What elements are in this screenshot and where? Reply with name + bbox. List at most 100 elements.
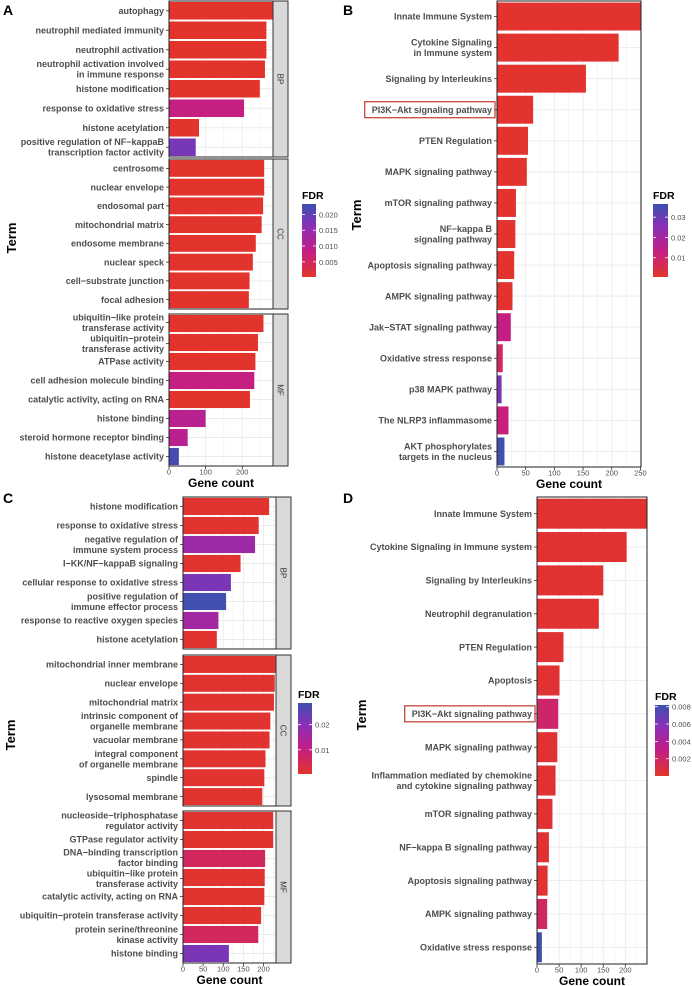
x-tick-label: 100: [217, 965, 230, 974]
term-label: Neutrophil degranulation: [425, 609, 532, 619]
term-label-group: neutrophil mediated immunity: [35, 25, 169, 35]
term-label-group: PTEN Regulation: [459, 642, 537, 652]
term-label-line: Cytokine Signaling: [411, 38, 492, 48]
term-label-group: AMPK signaling pathway: [385, 291, 497, 301]
term-label-line: Signaling by Interleukins: [425, 576, 532, 586]
term-label-line: I−KK/NF−kappaB signaling: [63, 559, 178, 569]
term-label-group: Oxidative stress response: [380, 353, 497, 363]
term-label-line: Jak−STAT signaling pathway: [369, 322, 492, 332]
term-label: histone acetylation: [96, 635, 178, 645]
x-axis-title: Gene count: [559, 974, 625, 986]
facet-strip: [275, 810, 292, 964]
bar: [537, 498, 647, 529]
term-label: MAPK signaling pathway: [385, 167, 492, 177]
term-label-line: in immune response: [76, 70, 164, 80]
term-label-group: integral component of organelle membrane: [79, 749, 183, 770]
term-label-line: The NLRP3 inflammasome: [378, 416, 492, 426]
term-label: Signaling by Interleukins: [385, 74, 492, 84]
legend-tick-label: 0.010: [319, 242, 338, 251]
fdr-legend: FDR 0.002 0.004 0.006 0.008: [655, 691, 691, 776]
term-label: mitochondrial matrix: [89, 697, 178, 707]
term-label: Cytokine Signaling in Immune system: [411, 38, 492, 59]
bar: [497, 406, 509, 435]
bar: [183, 573, 231, 592]
term-label-line: response to oxidative stress: [56, 521, 178, 531]
bar: [169, 60, 265, 79]
facet-strip-label: CC: [276, 228, 285, 240]
x-tick-label: 0: [535, 966, 539, 975]
bar: [537, 865, 548, 896]
term-label-line: Signaling by Interleukins: [385, 74, 492, 84]
legend-tick-label: 0.006: [672, 720, 691, 729]
bar: [497, 282, 513, 311]
x-tick-label: 0: [181, 965, 185, 974]
legend-tick-label: 0.008: [672, 703, 691, 712]
term-label-line: ubiquitin−protein transferase activity: [20, 911, 178, 921]
term-label-group: neutrophil activation: [75, 45, 169, 55]
bar: [537, 898, 548, 929]
term-label: Innate Immune System: [434, 509, 532, 519]
term-label-line: Neutrophil degranulation: [425, 609, 532, 619]
term-label: response to oxidative stress: [42, 103, 164, 113]
term-label-group: nuclear envelope: [90, 182, 169, 192]
facet-strip: [272, 0, 289, 158]
term-label-group: neutrophil activation involved in immune …: [36, 59, 169, 80]
bar: [169, 333, 258, 352]
term-label-group: p38 MAPK pathway: [409, 385, 497, 395]
term-label: integral component of organelle membrane: [79, 749, 178, 770]
term-label-line: Inflammation mediated by chemokine: [371, 770, 532, 780]
term-label-line: catalytic activity, acting on RNA: [42, 892, 178, 902]
bar: [169, 21, 267, 40]
term-label-line: ATPase activity: [98, 357, 164, 367]
term-label-line: organelle membrane: [90, 722, 178, 732]
bar: [537, 598, 599, 629]
bar: [183, 769, 265, 787]
term-label-line: histone acetylation: [96, 635, 178, 645]
term-label: Oxidative stress response: [420, 943, 532, 953]
facet-bp: histone modification response to oxidativ…: [21, 496, 292, 650]
x-tick-label: 150: [597, 966, 610, 975]
term-label-line: centrosome: [113, 164, 164, 174]
term-label-line: ubiquitin−like protein: [73, 312, 164, 322]
term-label-line: GTPase regulator activity: [69, 835, 178, 845]
legend-tick-label: 0.02: [315, 721, 330, 730]
term-label: histone modification: [90, 502, 178, 512]
facet-strip-label: BP: [276, 74, 285, 85]
legend-title: FDR: [298, 689, 320, 701]
term-label-line: PI3K−Akt signaling pathway: [412, 709, 532, 719]
term-label-group: nuclear envelope: [104, 679, 183, 689]
term-label-group: mTOR signaling pathway: [385, 198, 497, 208]
term-label-line: response to reactive oxygen species: [21, 616, 178, 626]
term-label-group: MAPK signaling pathway: [425, 742, 537, 752]
bar: [169, 272, 250, 290]
legend-colorbar: [653, 204, 668, 277]
bar: [183, 849, 266, 868]
bar: [169, 291, 249, 309]
term-label-group: AKT phosphorylates targets in the nucleus: [399, 441, 497, 462]
term-label-line: immune effector process: [71, 602, 178, 612]
bar: [497, 95, 534, 124]
term-label-group: Innate Immune System: [434, 509, 537, 519]
term-label-group: endosomal part: [97, 201, 169, 211]
term-label: spindle: [146, 773, 178, 783]
term-label-group: vacuolar membrane: [93, 735, 183, 745]
x-tick-label: 50: [555, 966, 563, 975]
panel-b: B Innate Immune System Cytokine Signaling i…: [343, 0, 686, 491]
term-label-group: lysosomal membrane: [86, 792, 183, 802]
x-tick-label: 0: [167, 468, 171, 477]
term-label: ubiquitin−protein transferase activity: [82, 334, 164, 355]
bar: [537, 932, 542, 963]
term-label: GTPase regulator activity: [69, 835, 178, 845]
bar: [169, 197, 264, 215]
term-label-group: ATPase activity: [98, 357, 169, 367]
facet-strip: [275, 654, 292, 807]
term-label-line: NF−kappa B: [440, 224, 493, 234]
term-label-group: centrosome: [113, 164, 169, 174]
x-axis-title: Gene count: [536, 477, 602, 491]
term-label-group: nuclear speck: [104, 257, 169, 267]
y-axis-title: Term: [354, 700, 369, 731]
term-label-line: cell adhesion molecule binding: [30, 376, 164, 386]
panel-letter: D: [343, 490, 353, 506]
fdr-legend: FDR 0.01 0.02 0.03: [653, 190, 686, 277]
